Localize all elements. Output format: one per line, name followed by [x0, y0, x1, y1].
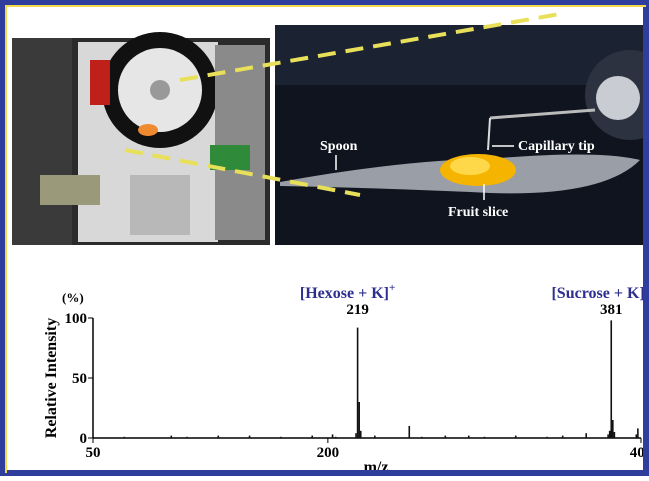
ion-name: [Hexose + K] [300, 285, 389, 302]
photo-label: Capillary tip [518, 139, 595, 154]
figure: Spoon Capillary tip Fruit slice 05010050… [0, 0, 649, 476]
y-tick-label: 100 [65, 311, 88, 327]
instrument-photo [12, 32, 270, 245]
x-tick-label: 200 [317, 445, 340, 461]
y-unit: (%) [62, 290, 84, 305]
x-tick-label: 50 [86, 445, 101, 461]
y-axis-label: Relative Intensity [43, 318, 60, 438]
photo-label: Spoon [320, 139, 358, 154]
peak-annotation: [Sucrose + K]+ [551, 282, 649, 302]
peak-label: 219 [346, 302, 369, 318]
photo-label: Fruit slice [448, 205, 508, 220]
y-tick-label: 50 [72, 371, 87, 387]
peak-annotation: [Hexose + K]+ [300, 282, 395, 302]
peak-label: 381 [600, 302, 623, 318]
ion-charge: + [389, 282, 395, 294]
ion-name: [Sucrose + K] [551, 285, 644, 302]
